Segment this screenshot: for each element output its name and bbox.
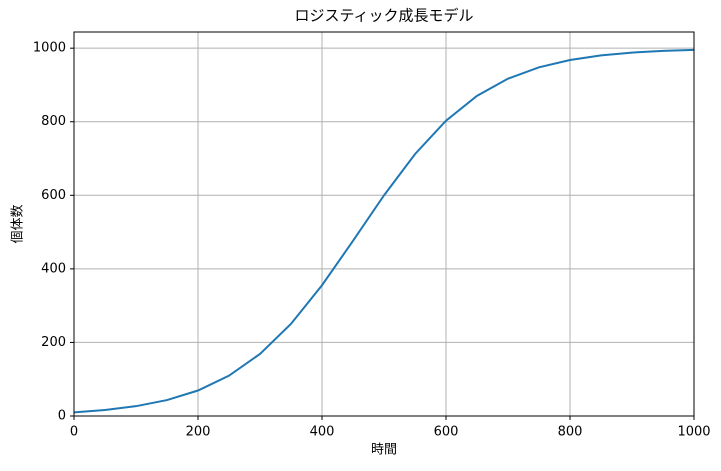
x-tick-label: 800 <box>558 425 583 440</box>
x-tick-label: 400 <box>310 425 335 440</box>
x-tick-label: 200 <box>186 425 211 440</box>
x-tick-label: 0 <box>70 425 78 440</box>
line <box>73 48 695 414</box>
y-tick-label: 200 <box>41 335 66 350</box>
plot-frame <box>73 31 695 417</box>
x-tick-label: 600 <box>434 425 459 440</box>
y-tick-label: 400 <box>41 261 66 276</box>
chart-title: ロジスティック成長モデル <box>294 7 473 25</box>
y-tick-label: 1000 <box>33 41 66 56</box>
x-tick-label: 1000 <box>677 425 710 440</box>
y-tick-label: 800 <box>41 114 66 129</box>
y-tick-label: 0 <box>58 409 66 424</box>
x-axis-label: 時間 <box>371 443 397 458</box>
y-axis-label: 個体数 <box>11 204 26 243</box>
y-tick-label: 600 <box>41 188 66 203</box>
